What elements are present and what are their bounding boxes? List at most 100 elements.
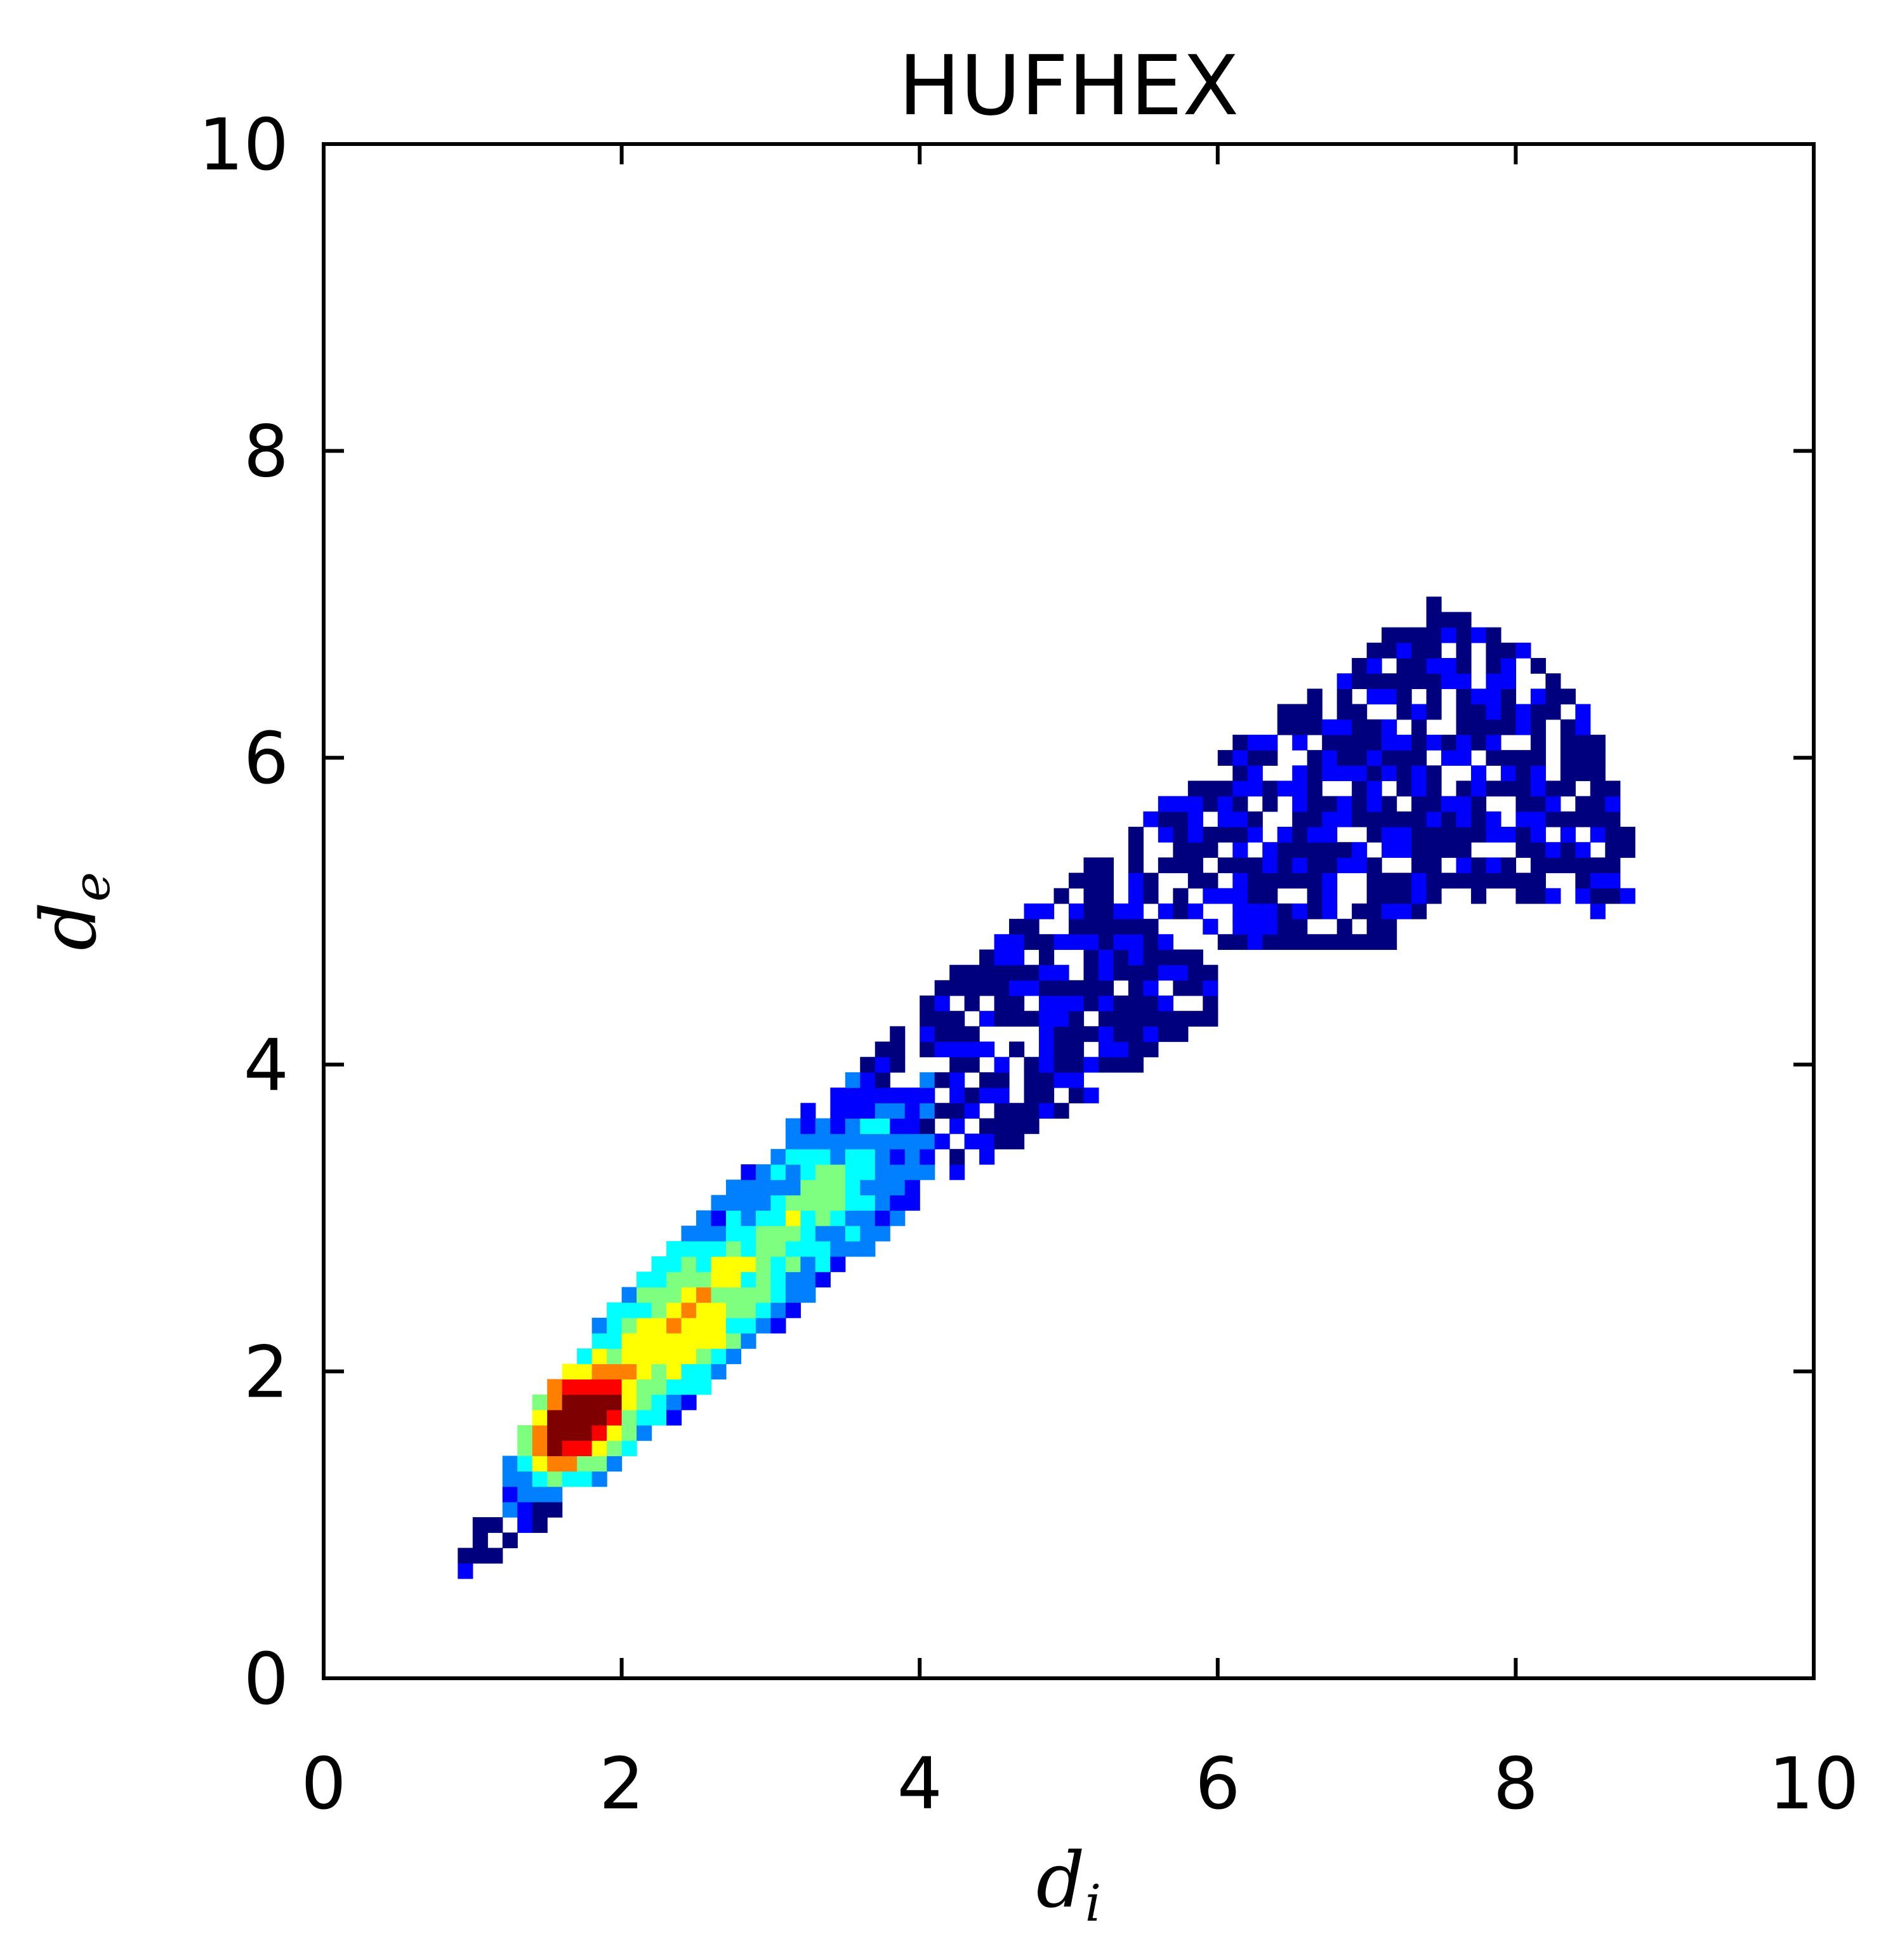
- heatmap-cell: [770, 1148, 786, 1165]
- heatmap-cell: [860, 1180, 876, 1195]
- heatmap-cell: [591, 1471, 607, 1487]
- heatmap-cell: [1590, 765, 1606, 782]
- heatmap-cell: [1575, 796, 1591, 812]
- heatmap-cell: [1128, 1026, 1144, 1042]
- heatmap-cell: [875, 1210, 890, 1227]
- heatmap-cell: [815, 1195, 831, 1211]
- heatmap-cell: [1158, 903, 1173, 919]
- heatmap-cell: [1486, 704, 1502, 720]
- heatmap-cell: [934, 980, 950, 996]
- heatmap-cell: [1262, 888, 1278, 904]
- heatmap-cell: [1128, 857, 1144, 874]
- heatmap-cell: [994, 1103, 1010, 1119]
- heatmap-cell: [1366, 827, 1382, 843]
- heatmap-cell: [755, 1287, 771, 1303]
- heatmap-cell: [1575, 811, 1591, 827]
- heatmap-cell: [1262, 872, 1278, 889]
- heatmap-cell: [875, 1041, 890, 1058]
- heatmap-cell: [621, 1317, 637, 1334]
- heatmap-cell: [1247, 827, 1263, 843]
- heatmap-cell: [1024, 1056, 1040, 1073]
- heatmap-cell: [755, 1240, 771, 1257]
- heatmap-cell: [487, 1517, 503, 1533]
- heatmap-cell: [1426, 688, 1442, 705]
- heatmap-cell: [949, 964, 965, 981]
- heatmap-cell: [577, 1425, 593, 1441]
- heatmap-cell: [1262, 780, 1278, 797]
- heatmap-cell: [994, 980, 1010, 996]
- heatmap-cell: [1009, 980, 1025, 996]
- heatmap-cell: [949, 1041, 965, 1058]
- heatmap-cell: [1024, 1118, 1040, 1135]
- heatmap-cell: [1053, 995, 1069, 1011]
- heatmap-cell: [1247, 934, 1263, 950]
- heatmap-cell: [637, 1272, 652, 1288]
- heatmap-cell: [964, 1103, 980, 1119]
- heatmap-cell: [1366, 872, 1382, 889]
- heatmap-cell: [979, 1118, 995, 1135]
- heatmap-cell: [1053, 1041, 1069, 1058]
- heatmap-cell: [696, 1379, 712, 1395]
- heatmap-cell: [1203, 796, 1218, 812]
- heatmap-cell: [1590, 811, 1606, 827]
- heatmap-cell: [1024, 903, 1040, 919]
- heatmap-cell: [1158, 995, 1173, 1011]
- heatmap-cell: [1307, 796, 1323, 812]
- heatmap-cell: [1098, 919, 1114, 935]
- heatmap-cell: [890, 1133, 906, 1150]
- heatmap-cell: [1500, 642, 1516, 659]
- heatmap-cell: [1620, 888, 1635, 904]
- heatmap-cell: [1500, 750, 1516, 766]
- heatmap-cell: [1411, 827, 1427, 843]
- heatmap-cell: [1039, 949, 1055, 966]
- heatmap-cell: [532, 1394, 548, 1411]
- heatmap-cell: [1277, 704, 1293, 720]
- heatmap-cell: [785, 1256, 801, 1272]
- heatmap-cell: [1337, 688, 1352, 705]
- heatmap-cell: [994, 1118, 1010, 1135]
- heatmap-cell: [666, 1379, 682, 1395]
- y-tick-label: 6: [244, 718, 289, 800]
- heatmap-cell: [1143, 919, 1159, 935]
- heatmap-cell: [1456, 827, 1472, 843]
- heatmap-cell: [517, 1486, 533, 1503]
- heatmap-cell: [696, 1240, 712, 1257]
- heatmap-cell: [785, 1148, 801, 1165]
- heatmap-cell: [1470, 796, 1487, 812]
- heatmap-cell: [770, 1287, 786, 1303]
- heatmap-cell: [845, 1195, 861, 1211]
- heatmap-cell: [621, 1302, 637, 1319]
- heatmap-cell: [517, 1471, 533, 1487]
- heatmap-cell: [547, 1501, 563, 1518]
- heatmap-cell: [1590, 827, 1606, 843]
- heatmap-cell: [1500, 857, 1516, 874]
- heatmap-cell: [1232, 872, 1248, 889]
- heatmap-cell: [785, 1118, 801, 1135]
- heatmap-cell: [815, 1272, 831, 1288]
- heatmap-cell: [1470, 688, 1487, 705]
- heatmap-cell: [1530, 857, 1546, 874]
- heatmap-cell: [741, 1180, 756, 1195]
- heatmap-cell: [1366, 903, 1382, 919]
- heatmap-cell: [607, 1440, 623, 1456]
- heatmap-cell: [1366, 934, 1382, 950]
- heatmap-cell: [1515, 719, 1531, 735]
- heatmap-cell: [637, 1379, 652, 1395]
- heatmap-cell: [1173, 903, 1189, 919]
- heatmap-cell: [696, 1256, 712, 1272]
- heatmap-cell: [1277, 780, 1293, 797]
- heatmap-cell: [1337, 673, 1352, 689]
- heatmap-cell: [637, 1394, 652, 1411]
- heatmap-cell: [830, 1195, 846, 1211]
- heatmap-cell: [666, 1348, 682, 1364]
- heatmap-cell: [1069, 1072, 1085, 1088]
- heatmap-cell: [1322, 857, 1338, 874]
- heatmap-cell: [785, 1195, 801, 1211]
- heatmap-cell: [591, 1364, 607, 1380]
- heatmap-cell: [1069, 980, 1085, 996]
- heatmap-cell: [577, 1456, 593, 1472]
- heatmap-cell: [1456, 750, 1472, 766]
- heatmap-cell: [1590, 888, 1606, 904]
- heatmap-cell: [1530, 750, 1546, 766]
- heatmap-cell: [1426, 627, 1442, 643]
